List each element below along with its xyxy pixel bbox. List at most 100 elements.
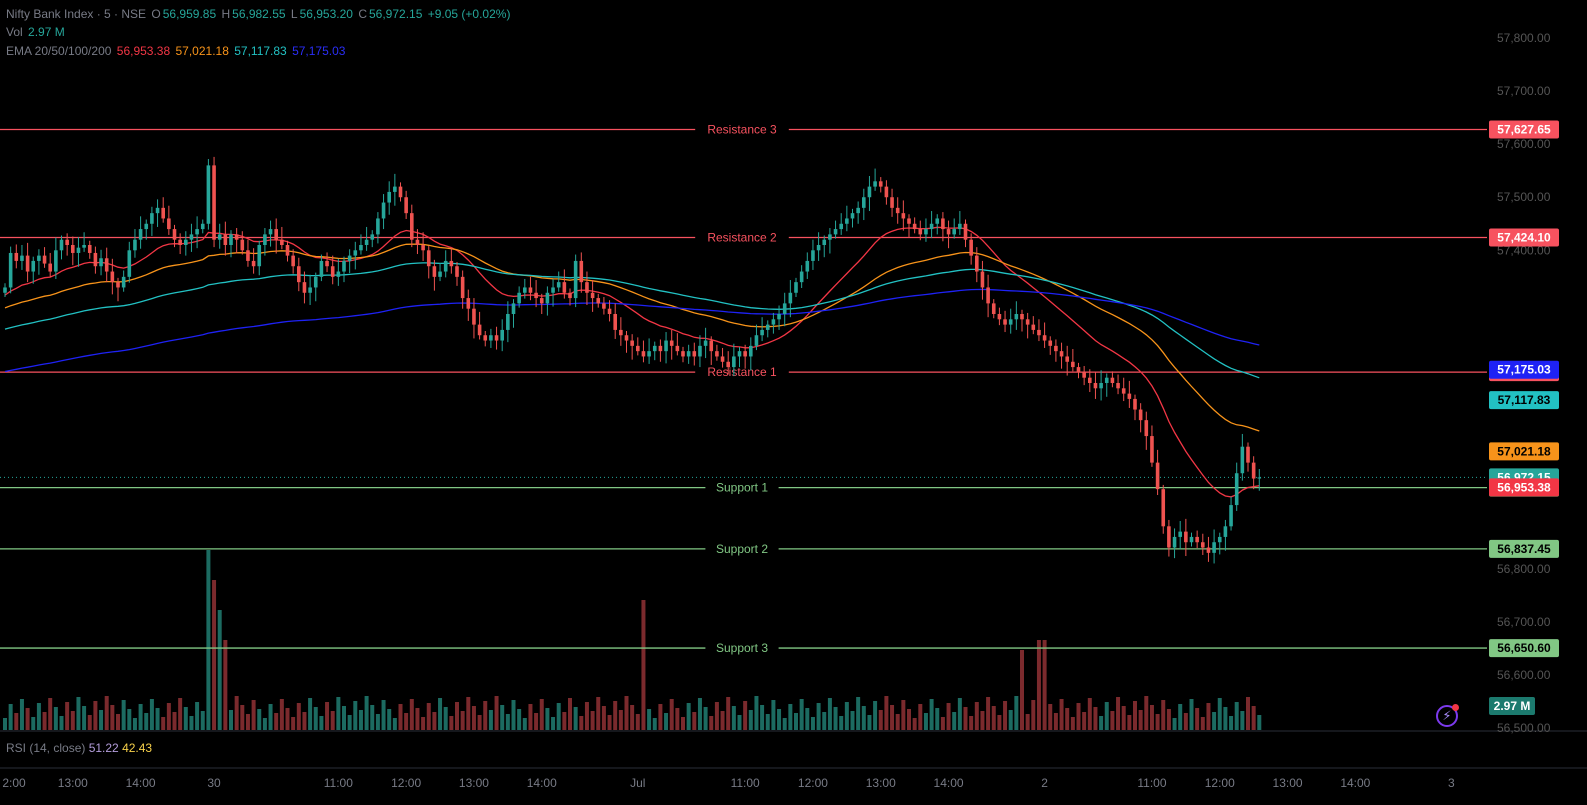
candle-body bbox=[1212, 542, 1216, 553]
price-badge bbox=[1489, 442, 1559, 461]
lightning-icon[interactable]: ⚡ bbox=[1436, 704, 1459, 727]
volume-bar bbox=[212, 580, 217, 730]
candle-body bbox=[297, 266, 301, 283]
volume-bar bbox=[522, 718, 527, 730]
candle-body bbox=[1020, 314, 1024, 320]
volume-bar bbox=[907, 709, 911, 730]
price-tick-label: 57,600.00 bbox=[1497, 137, 1551, 151]
candle-body bbox=[1178, 531, 1182, 537]
volume-bar bbox=[534, 713, 539, 730]
candle-body bbox=[1161, 489, 1166, 527]
volume-bar bbox=[799, 699, 804, 730]
candle-body bbox=[3, 287, 7, 293]
volume-legend: Vol 2.97 M bbox=[6, 24, 67, 40]
volume-bar bbox=[890, 705, 895, 730]
volume-bar bbox=[200, 711, 205, 730]
candle-body bbox=[1257, 477, 1262, 479]
time-axis[interactable]: 2:00 13:00 14:00 30 11:00 12:00 13:00 14:00 Jul 1… bbox=[2, 776, 1455, 790]
volume-bar bbox=[1229, 716, 1234, 730]
volume-bar bbox=[432, 712, 437, 730]
candle-body bbox=[590, 292, 595, 299]
volume-bar bbox=[1138, 710, 1143, 730]
volume-bar bbox=[1065, 708, 1070, 730]
price-badge bbox=[1489, 478, 1559, 497]
volume-bar bbox=[573, 707, 578, 730]
candle-body bbox=[822, 239, 827, 245]
volume-bar bbox=[1014, 696, 1019, 730]
price-tick-label: 57,700.00 bbox=[1497, 84, 1551, 98]
candle-body bbox=[200, 223, 205, 230]
volume-bar bbox=[562, 712, 567, 730]
volume-bar bbox=[556, 703, 561, 730]
volume-bar bbox=[760, 705, 765, 730]
candle-body bbox=[443, 260, 448, 272]
candle-body bbox=[178, 239, 182, 245]
candle-body bbox=[1025, 319, 1030, 325]
candle-body bbox=[65, 239, 69, 245]
volume-bar bbox=[873, 701, 878, 730]
candle-body bbox=[703, 340, 708, 346]
candle-body bbox=[93, 252, 98, 267]
volume-bar bbox=[923, 713, 928, 730]
volume-bar bbox=[980, 711, 985, 730]
volume-bar bbox=[895, 714, 900, 730]
candle-body bbox=[449, 260, 454, 267]
candle-body bbox=[104, 258, 109, 272]
volume-bar bbox=[132, 718, 137, 730]
volume-bar bbox=[274, 713, 279, 730]
volume-bar bbox=[1020, 650, 1024, 730]
candle-body bbox=[562, 282, 567, 293]
volume-bar bbox=[974, 702, 979, 730]
volume-bar bbox=[505, 714, 510, 730]
candle-body bbox=[234, 234, 239, 240]
candle-body bbox=[636, 345, 640, 352]
volume-bar bbox=[1257, 715, 1262, 730]
resistance-3-price-badge bbox=[1489, 120, 1559, 139]
candle-body bbox=[1184, 531, 1188, 543]
candle-body bbox=[155, 207, 160, 214]
candle-body bbox=[1229, 505, 1233, 527]
volume-bar bbox=[810, 717, 815, 730]
volume-bar bbox=[669, 699, 674, 730]
volume-bar bbox=[635, 714, 640, 730]
volume-bar bbox=[1251, 706, 1256, 730]
candle-body bbox=[280, 239, 284, 245]
volume-bar bbox=[471, 706, 476, 730]
price-axis[interactable]: 56,500.00 56,600.00 56,700.00 56,800.00 57,4… bbox=[1497, 31, 1551, 735]
candle-body bbox=[1116, 383, 1120, 389]
volume-bar bbox=[161, 717, 166, 730]
chart-grid bbox=[0, 730, 1587, 769]
candle-body bbox=[805, 260, 810, 272]
candle-body bbox=[116, 282, 120, 288]
volume-bar bbox=[404, 713, 409, 730]
candle-body bbox=[110, 271, 115, 283]
volume-bar bbox=[1127, 715, 1132, 730]
candle-body bbox=[393, 186, 397, 192]
volume-bar bbox=[867, 715, 872, 730]
candle-body bbox=[59, 239, 64, 251]
price-badge bbox=[1489, 391, 1559, 410]
volume-bar bbox=[969, 716, 974, 730]
volume-bar bbox=[149, 699, 154, 730]
volume-bar bbox=[302, 712, 307, 730]
volume-bar bbox=[1223, 707, 1228, 730]
volume-bar bbox=[1093, 707, 1098, 730]
candle-body bbox=[585, 282, 589, 293]
volume-bar bbox=[528, 704, 533, 730]
candle-body bbox=[398, 186, 403, 198]
candle-body bbox=[144, 223, 149, 230]
volume-bar bbox=[624, 696, 629, 730]
candle-body bbox=[212, 165, 216, 240]
rsi-value-1: 51.22 bbox=[88, 741, 119, 755]
candle-body bbox=[1003, 319, 1007, 325]
candle-body bbox=[573, 260, 578, 299]
candle-body bbox=[347, 255, 352, 261]
candle-body bbox=[528, 287, 533, 293]
symbol-name: Nifty Bank Index · 5 · NSE bbox=[6, 7, 147, 21]
candle-body bbox=[370, 234, 375, 240]
candle-body bbox=[438, 271, 442, 277]
candle-body bbox=[1076, 367, 1081, 373]
candle-body bbox=[223, 234, 228, 245]
candle-body bbox=[291, 255, 295, 267]
